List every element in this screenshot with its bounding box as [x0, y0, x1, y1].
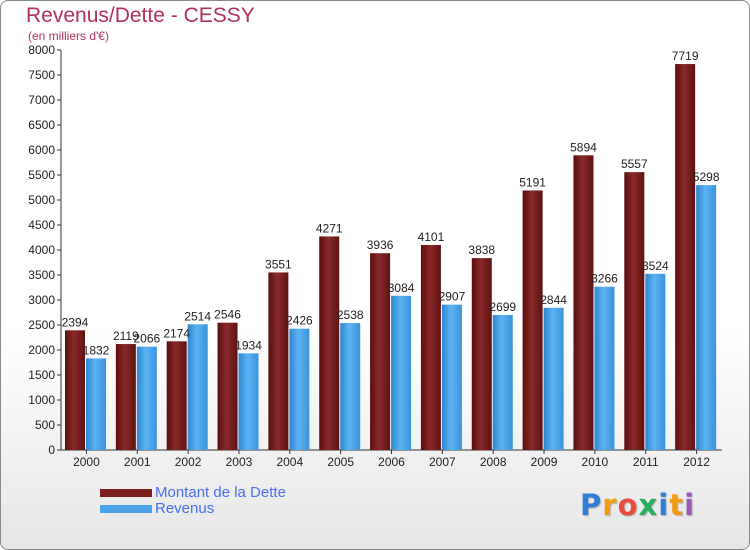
data-label: 2426: [286, 314, 313, 328]
x-tick-label: 2002: [175, 455, 202, 469]
data-label: 3266: [591, 272, 618, 286]
data-label: 2174: [163, 326, 190, 340]
bar-revenus: [289, 328, 310, 450]
bar-dette: [65, 330, 85, 450]
x-tick-label: 2012: [683, 455, 710, 469]
bar-revenus: [238, 353, 259, 450]
bar-dette: [370, 253, 391, 450]
data-label: 3524: [642, 259, 669, 273]
data-label: 7719: [672, 49, 699, 63]
bar-revenus: [187, 324, 208, 450]
legend-label-dette: Montant de la Dette: [155, 484, 286, 501]
data-label: 2699: [489, 300, 516, 314]
data-label: 1934: [235, 338, 262, 352]
data-label: 2514: [184, 309, 211, 323]
bar-revenus: [441, 304, 462, 450]
logo-letter: o: [617, 488, 639, 522]
bar-revenus: [492, 315, 513, 450]
y-tick-label: 2000: [28, 343, 55, 357]
bar-dette: [624, 172, 645, 450]
data-label: 2066: [133, 332, 160, 346]
logo-letter: P: [580, 488, 603, 522]
data-label: 2907: [439, 290, 466, 304]
y-tick-label: 7000: [28, 93, 55, 107]
bar-dette: [675, 64, 696, 451]
bar-dette: [573, 155, 594, 451]
bar-dette: [217, 322, 238, 450]
data-label: 2394: [62, 315, 89, 329]
y-tick-label: 3500: [28, 268, 55, 282]
y-tick-label: 2500: [28, 318, 55, 332]
logo-letter: t: [669, 488, 685, 522]
x-tick-label: 2009: [531, 455, 558, 469]
bar-revenus: [645, 273, 666, 450]
data-label: 5894: [570, 140, 597, 154]
logo-letter: r: [602, 488, 618, 522]
data-label: 5298: [693, 170, 720, 184]
data-label: 3084: [388, 281, 415, 295]
x-tick-label: 2011: [633, 455, 659, 469]
chart-subtitle: (en milliers d'€): [28, 29, 109, 43]
data-label: 2538: [337, 308, 364, 322]
proxiti-logo: Proxiti: [580, 488, 695, 522]
legend-swatch-dette: [100, 489, 152, 497]
y-tick-label: 1500: [28, 368, 55, 382]
data-label: 2844: [540, 293, 567, 307]
bar-revenus: [136, 346, 157, 450]
legend-label-revenus: Revenus: [155, 500, 215, 517]
data-label: 1832: [83, 343, 110, 357]
data-label: 5191: [519, 175, 546, 189]
data-label: 3936: [367, 238, 394, 252]
x-tick-label: 2006: [378, 455, 405, 469]
x-tick-label: 2008: [480, 455, 507, 469]
x-tick-label: 2007: [429, 455, 456, 469]
y-tick-label: 6000: [28, 143, 55, 157]
data-label: 4101: [418, 230, 445, 244]
bar-revenus: [696, 185, 717, 450]
y-tick-label: 6500: [28, 118, 55, 132]
y-tick-label: 5500: [28, 168, 55, 182]
x-tick-label: 2004: [276, 455, 303, 469]
logo-letter: i: [684, 488, 696, 522]
y-tick-label: 4500: [28, 218, 55, 232]
bar-dette: [522, 190, 543, 450]
logo-letter: i: [658, 488, 670, 522]
bar-dette: [471, 258, 492, 450]
x-tick-label: 2010: [582, 455, 609, 469]
x-tick-label: 2005: [327, 455, 354, 469]
x-tick-label: 2000: [73, 455, 100, 469]
bar-dette: [319, 236, 340, 450]
bar-dette: [268, 272, 289, 450]
x-tick-label: 2003: [226, 455, 253, 469]
y-tick-label: 1000: [28, 393, 55, 407]
data-label: 5557: [621, 157, 648, 171]
y-tick-label: 5000: [28, 193, 55, 207]
data-label: 3838: [468, 243, 495, 257]
bar-dette: [420, 244, 441, 450]
bar-dette: [115, 344, 136, 450]
y-tick-label: 0: [48, 443, 55, 457]
bar-revenus: [391, 295, 412, 450]
legend-swatch-revenus: [100, 505, 152, 513]
data-label: 4271: [316, 221, 343, 235]
y-tick-label: 4000: [28, 243, 55, 257]
chart-title: Revenus/Dette - CESSY: [26, 4, 255, 27]
bar-revenus: [340, 323, 361, 450]
bar-revenus: [594, 286, 615, 450]
data-label: 2546: [214, 308, 241, 322]
bar-revenus: [543, 307, 564, 450]
logo-letter: x: [638, 488, 659, 522]
y-tick-label: 500: [35, 418, 55, 432]
y-tick-label: 8000: [28, 43, 55, 57]
data-label: 3551: [265, 257, 292, 271]
x-tick-label: 2001: [124, 455, 151, 469]
y-tick-label: 7500: [28, 68, 55, 82]
bar-revenus: [86, 358, 106, 450]
y-tick-label: 3000: [28, 293, 55, 307]
bar-dette: [166, 341, 187, 450]
data-label: 2119: [113, 329, 139, 343]
